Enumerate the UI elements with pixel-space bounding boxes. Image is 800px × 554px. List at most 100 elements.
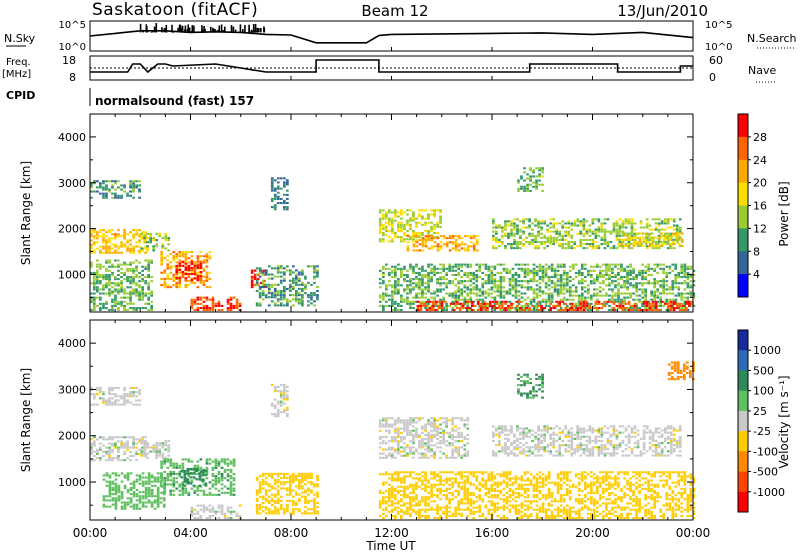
heatmap-cell (169, 489, 173, 492)
heatmap-cell (105, 286, 108, 289)
heatmap-cell (490, 269, 494, 272)
heatmap-cell (286, 302, 289, 305)
heatmap-cell (178, 466, 182, 469)
heatmap-cell (692, 296, 696, 299)
heatmap-cell (120, 267, 123, 270)
heatmap-cell (211, 302, 215, 305)
heatmap-cell (564, 222, 568, 225)
heatmap-cell (178, 483, 182, 486)
heatmap-cell (178, 267, 182, 270)
heatmap-cell (412, 282, 415, 285)
heatmap-cell (172, 466, 176, 469)
heatmap-cell (307, 304, 310, 307)
heatmap-cell (418, 236, 421, 239)
heatmap-cell (156, 499, 160, 502)
heatmap-cell (538, 288, 542, 291)
heatmap-cell (120, 444, 123, 447)
heatmap-cell (666, 226, 670, 229)
heatmap-cell (102, 229, 105, 232)
heatmap-cell (650, 292, 654, 295)
heatmap-cell (276, 497, 280, 500)
heatmap-cell (620, 244, 624, 247)
heatmap-cell (517, 274, 521, 277)
heatmap-cell (283, 394, 286, 397)
heatmap-cell (108, 309, 111, 312)
heatmap-cell (132, 436, 135, 439)
heatmap-cell (120, 440, 123, 443)
heatmap-cell (677, 274, 681, 277)
heatmap-cell (425, 309, 429, 312)
heatmap-cell (430, 309, 433, 312)
heatmap-cell (659, 302, 663, 305)
heatmap-cell (496, 307, 500, 310)
heatmap-cell (559, 278, 563, 281)
heatmap-cell (683, 309, 687, 312)
heatmap-cell (135, 507, 139, 510)
heatmap-cell (105, 495, 109, 498)
colorbar-segment (738, 274, 748, 298)
heatmap-cell (415, 431, 418, 434)
heatmap-cell (123, 403, 126, 406)
heatmap-cell (184, 279, 188, 282)
heatmap-cell (117, 386, 120, 389)
heatmap-cell (469, 284, 473, 287)
heatmap-cell (427, 278, 430, 281)
heatmap-cell (547, 288, 551, 291)
heatmap-cell (156, 472, 160, 475)
heatmap-cell (141, 438, 145, 441)
heatmap-cell (645, 226, 649, 229)
heatmap-cell (310, 296, 313, 299)
heatmap-cell (397, 267, 400, 270)
heatmap-cell (406, 454, 409, 457)
heatmap-cell (689, 280, 693, 283)
heatmap-cell (202, 468, 206, 471)
heatmap-cell (678, 304, 682, 307)
heatmap-cell (577, 296, 581, 299)
heatmap-cell (301, 287, 304, 290)
heatmap-cell (181, 462, 185, 465)
heatmap-cell (547, 284, 551, 287)
heatmap-cell (114, 482, 118, 485)
heatmap-cell (427, 282, 430, 285)
heatmap-cell (496, 300, 500, 303)
heatmap-cell (526, 280, 530, 283)
heatmap-cell (532, 298, 536, 301)
heatmap-cell (301, 298, 304, 301)
heatmap-cell (457, 296, 461, 299)
heatmap-cell (163, 458, 167, 461)
heatmap-cell (552, 243, 556, 246)
heatmap-cell (437, 304, 441, 307)
heatmap-cell (141, 280, 145, 283)
colorbar-segment (738, 159, 748, 184)
heatmap-cell (378, 436, 382, 439)
heatmap-cell (235, 298, 239, 301)
heatmap-cell (102, 265, 105, 268)
heatmap-cell (117, 395, 120, 398)
heatmap-cell (283, 206, 286, 209)
heatmap-cell (626, 265, 629, 268)
heatmap-cell (430, 263, 433, 266)
heatmap-cell (541, 300, 545, 303)
heatmap-cell (382, 213, 385, 216)
heatmap-cell (552, 236, 556, 239)
heatmap-cell (430, 227, 433, 230)
heatmap-cell (114, 302, 117, 305)
heatmap-cell (102, 444, 105, 447)
heatmap-cell (675, 241, 679, 244)
heatmap-cell (618, 218, 622, 221)
heatmap-cell (487, 292, 491, 295)
heatmap-cell (187, 460, 191, 463)
heatmap-cell (671, 302, 675, 305)
heatmap-cell (409, 219, 412, 222)
heatmap-cell (544, 298, 548, 301)
heatmap-cell (523, 286, 527, 289)
heatmap-cell (108, 188, 111, 191)
heatmap-cell (205, 286, 209, 289)
heatmap-cell (138, 307, 141, 310)
heatmap-cell (135, 284, 138, 287)
heatmap-cell (436, 225, 439, 228)
heatmap-cell (516, 241, 519, 244)
heatmap-cell (436, 237, 440, 240)
heatmap-cell (508, 271, 512, 274)
heatmap-cell (190, 460, 194, 463)
